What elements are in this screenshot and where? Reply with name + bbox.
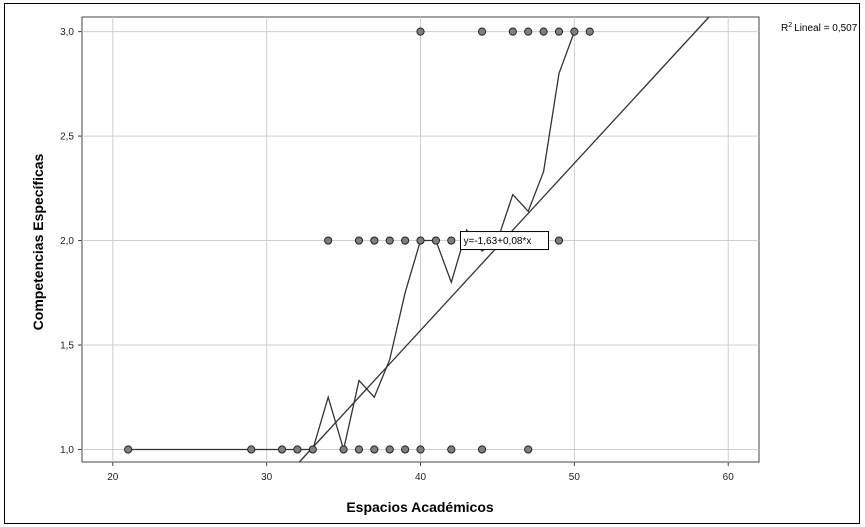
x-tick-label: 20	[107, 472, 119, 483]
data-point	[385, 445, 394, 454]
data-point	[339, 445, 348, 454]
data-point	[524, 445, 533, 454]
data-point	[570, 27, 579, 36]
data-point	[370, 236, 379, 245]
x-tick-label: 30	[261, 472, 273, 483]
data-point	[554, 236, 564, 245]
x-axis-title: Espacios Académicos	[346, 499, 494, 515]
data-point	[416, 445, 425, 454]
data-point	[401, 445, 410, 454]
loess-line-group	[128, 31, 576, 453]
data-points	[124, 27, 594, 454]
data-point	[431, 236, 440, 245]
y-tick-label: 2,0	[60, 236, 74, 247]
data-point	[354, 236, 364, 245]
x-tick-label: 40	[415, 472, 427, 483]
data-point	[247, 445, 256, 454]
data-point	[277, 445, 287, 454]
y-tick-label: 1,5	[60, 341, 74, 352]
data-point	[447, 236, 456, 245]
equation-box	[460, 231, 550, 251]
r2-value: Lineal = 0,507	[794, 23, 858, 34]
y-tick-label: 3,0	[60, 27, 74, 38]
data-point	[354, 445, 364, 454]
data-point	[401, 236, 410, 245]
y-tick-label: 2,5	[60, 132, 74, 143]
data-point	[447, 445, 456, 454]
y-axis-ticks: 1,0 1,5 2,0 2,5 3,0	[60, 27, 82, 456]
data-point	[554, 27, 564, 36]
x-tick-label: 50	[569, 472, 581, 483]
y-axis-title: Competencias Específicas	[30, 153, 46, 330]
x-tick-label: 60	[723, 472, 735, 483]
chart-frame: 20 30 40 50 60 1,0 1,5 2,0 2,5 3,0 y=-1,63+0,08*…	[4, 3, 860, 524]
data-point	[477, 445, 487, 454]
r2-superscript: 2	[788, 22, 792, 29]
data-point	[416, 27, 425, 36]
data-point	[385, 236, 394, 245]
data-point	[308, 445, 317, 454]
data-point	[477, 27, 487, 36]
equation-label: y=-1,63+0,08*x	[464, 236, 532, 247]
data-point	[324, 236, 333, 245]
r2-letter: R	[781, 23, 788, 34]
x-axis-ticks: 20 30 40 50 60	[107, 462, 734, 483]
data-point	[293, 445, 302, 454]
scatter-chart: 20 30 40 50 60 1,0 1,5 2,0 2,5 3,0 y=-1,63+0,08*…	[30, 16, 858, 515]
equation-label-group: y=-1,63+0,08*x	[460, 231, 550, 251]
y-tick-label: 1,0	[60, 445, 74, 456]
data-point	[416, 236, 425, 245]
loess-line	[128, 31, 576, 453]
r2-legend: R2 Lineal = 0,507	[781, 22, 858, 34]
data-point	[370, 445, 379, 454]
data-point	[508, 27, 517, 36]
data-point	[585, 27, 594, 36]
data-point	[124, 445, 133, 454]
data-point	[524, 27, 533, 36]
data-point	[539, 27, 548, 36]
